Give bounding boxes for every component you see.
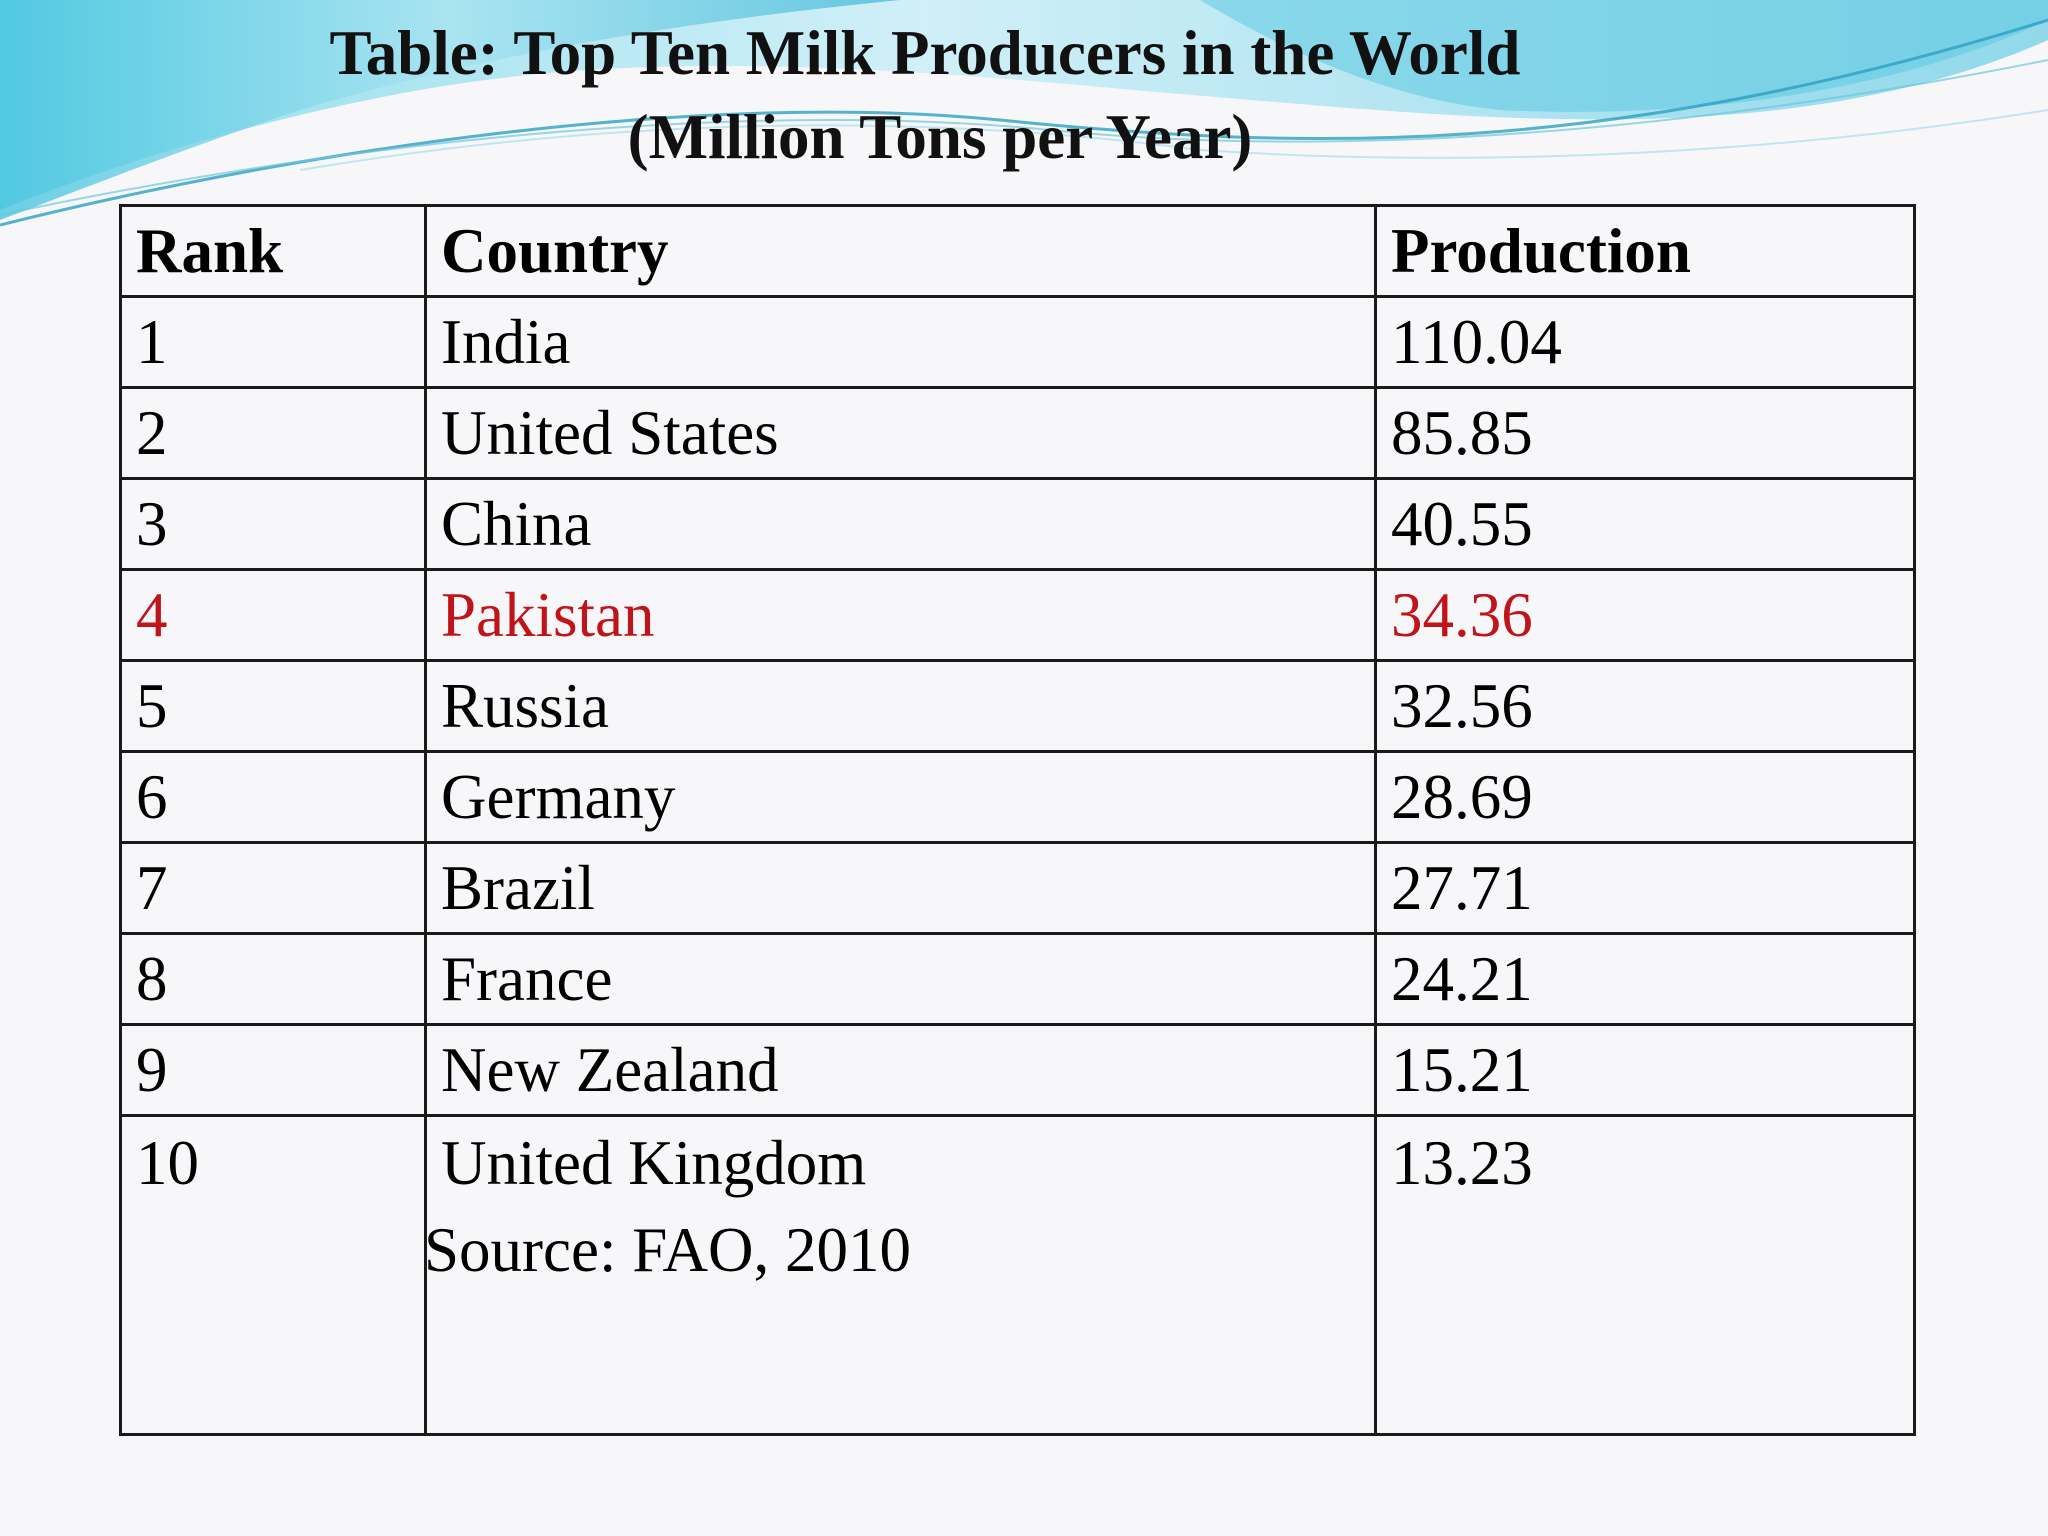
rank-cell: 1 [119, 295, 427, 389]
table-row: 8 France 24.21 [119, 932, 1916, 1026]
production-cell: 28.69 [1374, 750, 1916, 844]
source-note: Source: FAO, 2010 [425, 1215, 912, 1285]
rank-cell: 6 [119, 750, 427, 844]
table-row: 5 Russia 32.56 [119, 659, 1916, 753]
rank-cell: 4 [119, 568, 427, 662]
rank-cell: 10 [119, 1114, 427, 1436]
table-header-row: Rank Country Production [119, 204, 1916, 298]
country-cell: France [424, 932, 1377, 1026]
production-cell: 15.21 [1374, 1023, 1916, 1117]
table-row-highlighted: 4 Pakistan 34.36 [119, 568, 1916, 662]
production-cell: 27.71 [1374, 841, 1916, 935]
header-rank: Rank [119, 204, 427, 298]
rank-cell: 2 [119, 386, 427, 480]
production-cell: 32.56 [1374, 659, 1916, 753]
country-cell: China [424, 477, 1377, 571]
rank-cell: 8 [119, 932, 427, 1026]
rank-cell: 5 [119, 659, 427, 753]
country-cell: Brazil [424, 841, 1377, 935]
production-cell: 110.04 [1374, 295, 1916, 389]
country-cell: India [424, 295, 1377, 389]
table-row: 1 India 110.04 [119, 295, 1916, 389]
table-row: 7 Brazil 27.71 [119, 841, 1916, 935]
milk-producers-table: Rank Country Production 1 India 110.04 2… [119, 204, 1916, 1436]
table-row: 9 New Zealand 15.21 [119, 1023, 1916, 1117]
country-cell: Pakistan [424, 568, 1377, 662]
rank-cell: 9 [119, 1023, 427, 1117]
header-country: Country [424, 204, 1377, 298]
table-row: 6 Germany 28.69 [119, 750, 1916, 844]
table-row: 2 United States 85.85 [119, 386, 1916, 480]
country-cell: Germany [424, 750, 1377, 844]
country-cell: United States [424, 386, 1377, 480]
production-cell: 85.85 [1374, 386, 1916, 480]
country-label: United Kingdom [441, 1128, 867, 1198]
decorative-wave-banner [0, 0, 2048, 227]
table-row: 10 United Kingdom Source: FAO, 2010 13.2… [119, 1114, 1916, 1436]
header-production: Production [1374, 204, 1916, 298]
production-cell: 13.23 [1374, 1114, 1916, 1436]
production-cell: 34.36 [1374, 568, 1916, 662]
country-cell: Russia [424, 659, 1377, 753]
page-subtitle: (Million Tons per Year) [627, 102, 1253, 172]
country-cell-with-source: United Kingdom Source: FAO, 2010 [424, 1114, 1377, 1436]
rank-cell: 7 [119, 841, 427, 935]
rank-cell: 3 [119, 477, 427, 571]
country-cell: New Zealand [424, 1023, 1377, 1117]
table-row: 3 China 40.55 [119, 477, 1916, 571]
production-cell: 40.55 [1374, 477, 1916, 571]
production-cell: 24.21 [1374, 932, 1916, 1026]
page-title: Table: Top Ten Milk Producers in the Wor… [329, 18, 1521, 88]
